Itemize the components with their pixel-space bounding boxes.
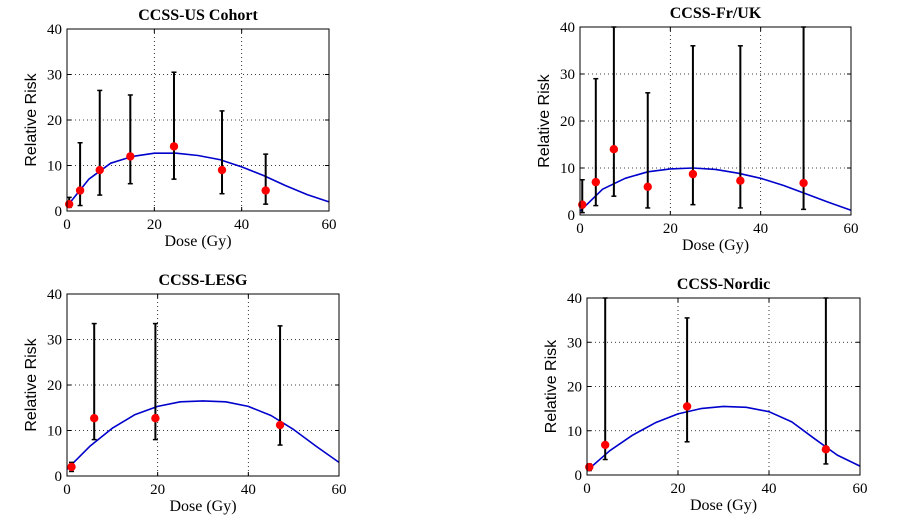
y-axis-label: Relative Risk: [536, 73, 553, 167]
panel-ccss-fruk: 0 20 40 60 0 10 20 30 40 CCSS-Fr/UK Dose (Gy) Relat…: [536, 5, 859, 254]
y-tick-label: 20: [47, 113, 62, 129]
y-tick-label: 30: [47, 68, 62, 84]
x-axis-label: Dose (Gy): [690, 497, 757, 514]
data-point: [578, 200, 587, 209]
y-tick-label: 30: [560, 67, 575, 83]
y-tick-label: 0: [568, 208, 576, 224]
data-point: [217, 165, 227, 175]
y-tick-label: 10: [47, 159, 62, 175]
data-point: [126, 152, 135, 161]
plot-area: [67, 29, 329, 211]
y-tick-label: 20: [47, 378, 62, 394]
y-tick-label: 40: [47, 287, 62, 303]
x-tick-label: 40: [753, 221, 768, 237]
y-tick-label: 0: [575, 468, 583, 484]
y-tick-label: 20: [567, 380, 582, 396]
data-point: [151, 414, 160, 423]
y-tick-label: 10: [47, 424, 62, 440]
x-tick-label: 60: [322, 217, 337, 233]
y-tick-label: 0: [55, 469, 63, 485]
y-axis-label: Relative Risk: [23, 337, 40, 431]
data-point: [90, 414, 99, 423]
fitted-curve: [66, 152, 330, 207]
x-tick-label: 0: [63, 217, 71, 233]
y-tick-label: 30: [47, 333, 62, 349]
x-tick-label: 20: [671, 481, 686, 497]
y-tick-label: 40: [47, 22, 62, 38]
data-point: [682, 402, 692, 411]
x-axis-label: Dose (Gy): [682, 237, 749, 254]
y-tick-label: 10: [567, 424, 582, 440]
fitted-curve: [66, 400, 340, 470]
data-point: [601, 440, 610, 450]
x-tick-label: 0: [583, 481, 591, 497]
data-point: [799, 178, 808, 188]
x-tick-label: 60: [853, 481, 868, 497]
panel-ccss-nordic: 0 20 40 60 0 10 20 30 40 CCSS-Nordic Dose (Gy) Rela…: [543, 276, 868, 514]
data-point: [169, 142, 179, 151]
x-axis-label: Dose (Gy): [169, 498, 236, 515]
data-point: [261, 186, 270, 195]
chart-title: CCSS-LESG: [159, 272, 248, 289]
fitted-curve: [579, 167, 852, 212]
data-point: [75, 186, 85, 195]
x-tick-label: 40: [762, 481, 777, 497]
y-tick-label: 0: [55, 204, 63, 220]
y-axis-label: Relative Risk: [543, 339, 560, 433]
data-point: [95, 165, 104, 175]
x-tick-label: 0: [63, 482, 71, 498]
data-point: [643, 182, 652, 191]
x-tick-label: 20: [663, 221, 678, 237]
x-tick-label: 60: [844, 221, 859, 237]
data-point: [275, 420, 285, 430]
y-tick-label: 40: [560, 20, 575, 36]
y-tick-label: 40: [567, 291, 582, 307]
data-point: [67, 462, 76, 472]
chart-title: CCSS-Nordic: [677, 276, 770, 293]
data-point: [585, 462, 594, 472]
y-tick-label: 10: [560, 161, 575, 177]
data-point: [609, 145, 619, 154]
data-point: [591, 177, 601, 187]
panel-ccss-lesg: 0 20 40 60 0 10 20 30 40 CCSS-LESG Dose (Gy) Relati…: [23, 272, 347, 515]
x-tick-label: 0: [576, 221, 584, 237]
data-point: [736, 176, 745, 185]
y-axis-label: Relative Risk: [23, 72, 40, 166]
y-tick-label: 20: [560, 114, 575, 130]
data-point: [688, 169, 698, 179]
chart-title: CCSS-Fr/UK: [670, 5, 762, 22]
y-tick-label: 30: [567, 335, 582, 351]
x-tick-label: 40: [234, 217, 249, 233]
x-tick-label: 20: [150, 482, 165, 498]
data-point: [64, 199, 74, 209]
x-axis-label: Dose (Gy): [164, 233, 231, 250]
fitted-curve: [586, 405, 861, 472]
chart-title: CCSS-US Cohort: [138, 7, 258, 24]
x-tick-label: 60: [332, 482, 347, 498]
panel-ccss-us: 0 20 40 60 0 10 20 30 40 CCSS-US Cohort Dose (Gy) R…: [23, 7, 337, 250]
data-point: [821, 445, 831, 454]
x-tick-label: 40: [241, 482, 256, 498]
x-tick-label: 20: [147, 217, 162, 233]
